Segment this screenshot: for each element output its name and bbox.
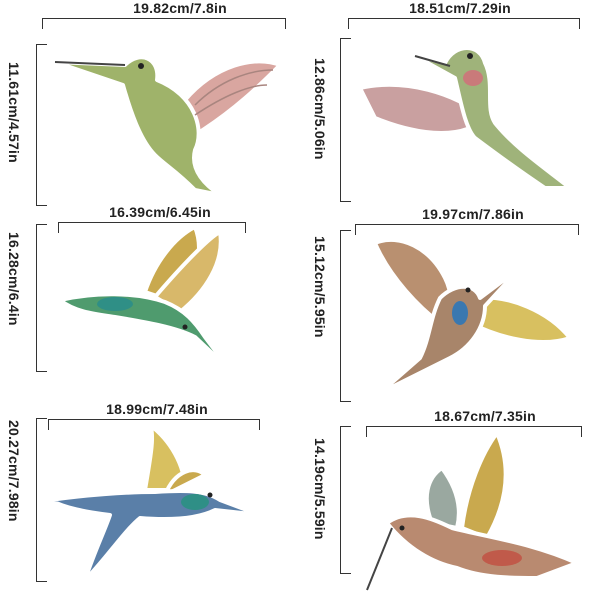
height-bracket [36,224,47,372]
width-label: 19.97cm/7.86in [422,206,524,222]
height-bracket [340,230,351,402]
width-bracket [58,222,246,233]
width-bracket [366,426,582,437]
height-label: 16.28cm/6.4in [6,232,22,326]
hummingbird-5-image [48,423,262,582]
hummingbird-3-image [58,225,232,372]
width-label: 18.99cm/7.48in [106,401,208,417]
height-label: 12.86cm/5.06in [312,58,328,160]
height-bracket [36,418,47,582]
width-bracket [42,18,286,29]
height-bracket [36,44,47,206]
height-label: 15.12cm/5.95in [312,236,328,338]
height-label: 14.19cm/5.59in [312,438,328,540]
width-bracket [348,18,580,29]
width-label: 18.51cm/7.29in [409,0,511,16]
height-label: 11.61cm/4.57in [6,62,22,163]
width-bracket [355,224,579,235]
hummingbird-6-image [366,431,579,591]
height-label: 20.27cm/7.98in [6,420,22,522]
width-bracket [48,419,260,430]
hummingbird-4-image [373,237,572,395]
width-label: 16.39cm/6.45in [109,204,211,220]
height-bracket [340,38,351,202]
height-bracket [340,426,351,574]
width-label: 19.82cm/7.8in [133,0,227,16]
hummingbird-1-image [53,55,282,197]
hummingbird-2-image [358,46,572,190]
width-label: 18.67cm/7.35in [434,408,536,424]
